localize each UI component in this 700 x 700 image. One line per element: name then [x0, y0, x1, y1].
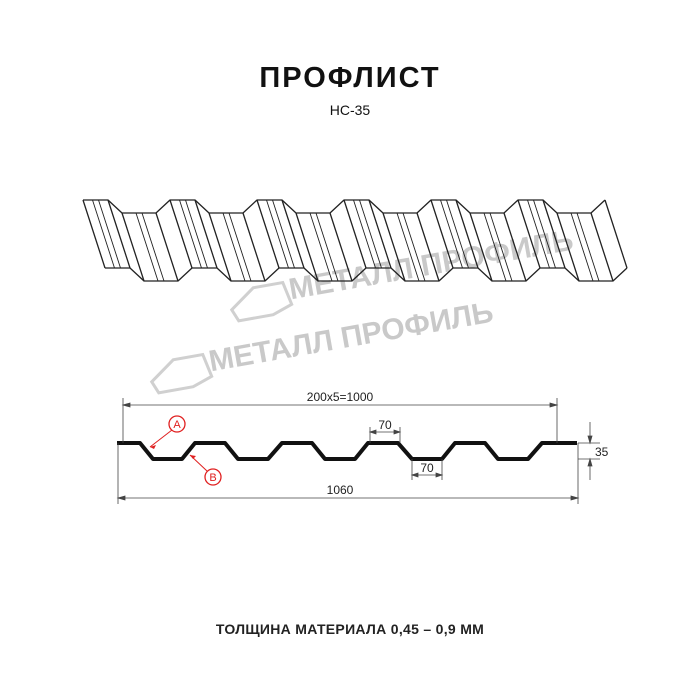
callout-b: B	[189, 454, 222, 486]
dim-top-flat: 70	[378, 418, 392, 432]
sheet-rib-line	[359, 199, 382, 269]
sheet-rib-line	[402, 212, 426, 282]
sheet-rib-line	[185, 199, 208, 269]
sheet-fold-line	[368, 199, 392, 269]
sheet-fold-line	[343, 199, 367, 269]
sheet-rib-line	[228, 212, 252, 282]
sheet-fold-line	[517, 199, 541, 269]
watermark-logo-bottom: МЕТАЛЛ ПРОФИЛЬ	[149, 296, 496, 395]
sheet-rib-line	[179, 199, 202, 269]
dim-bottom-flat: 70	[420, 461, 434, 475]
sheet-fold-line	[121, 212, 145, 282]
sheet-rib-line	[570, 212, 594, 282]
sheet-rib-line	[527, 199, 550, 269]
sheet-fold-line	[430, 199, 454, 269]
sheet-rib-line	[396, 212, 420, 282]
sheet-fold-line	[556, 212, 580, 282]
sheet-rib-line	[440, 199, 463, 269]
sheet-fold-line	[542, 199, 566, 269]
sheet-fold-line	[82, 199, 106, 269]
sheet-fold-line	[256, 199, 280, 269]
sheet-rib-line	[92, 199, 115, 269]
sheet-fold-line	[208, 212, 232, 282]
page-title: ПРОФЛИСТ	[259, 62, 441, 94]
sheet-fold-line	[503, 212, 527, 282]
sheet-rib-line	[141, 212, 165, 282]
sheet-rib-line	[483, 212, 507, 282]
sheet-3d-view	[82, 199, 628, 282]
sheet-rib-line	[315, 212, 339, 282]
sheet-fold-line	[604, 199, 628, 269]
sheet-rib-line	[446, 199, 469, 269]
sheet-fold-line	[107, 199, 131, 269]
dimension-lines	[116, 398, 600, 504]
dim-pitch-total: 200x5=1000	[307, 390, 374, 404]
sheet-fold-line	[382, 212, 406, 282]
sheet-fold-line	[295, 212, 319, 282]
sheet-fold-line	[169, 199, 193, 269]
dim-height: 35	[595, 445, 609, 459]
sheet-rib-line	[135, 212, 159, 282]
material-thickness-note: ТОЛЩИНА МАТЕРИАЛА 0,45 – 0,9 ММ	[215, 621, 485, 637]
sheet-fold-line	[242, 212, 266, 282]
callout-a-label: A	[173, 419, 181, 431]
sheet-rib-line	[576, 212, 600, 282]
sheet-rib-line	[533, 199, 556, 269]
watermark-text-top: МЕТАЛЛ ПРОФИЛЬ	[286, 224, 576, 307]
sheet-fold-line	[416, 212, 440, 282]
sheet-rib-line	[272, 199, 295, 269]
sheet-fold-line	[455, 199, 479, 269]
sheet-fold-line	[469, 212, 493, 282]
sheet-fold-line	[281, 199, 305, 269]
watermark-text-bottom: МЕТАЛЛ ПРОФИЛЬ	[206, 296, 496, 379]
sheet-rib-line	[98, 199, 121, 269]
sheet-rib-line	[266, 199, 289, 269]
sheet-rib-line	[489, 212, 513, 282]
sheet-fold-line	[155, 212, 179, 282]
sheet-rib-line	[309, 212, 333, 282]
cross-section-profile	[117, 441, 577, 461]
sheet-fold-line	[194, 199, 218, 269]
sheet-rib-line	[222, 212, 246, 282]
sheet-rib-line	[353, 199, 376, 269]
callout-a: A	[149, 415, 186, 449]
dim-full-width: 1060	[327, 483, 354, 497]
callout-b-label: B	[209, 472, 216, 484]
sheet-fold-line	[590, 212, 614, 282]
sheet-fold-line	[329, 212, 353, 282]
profile-model: НС-35	[329, 102, 371, 118]
